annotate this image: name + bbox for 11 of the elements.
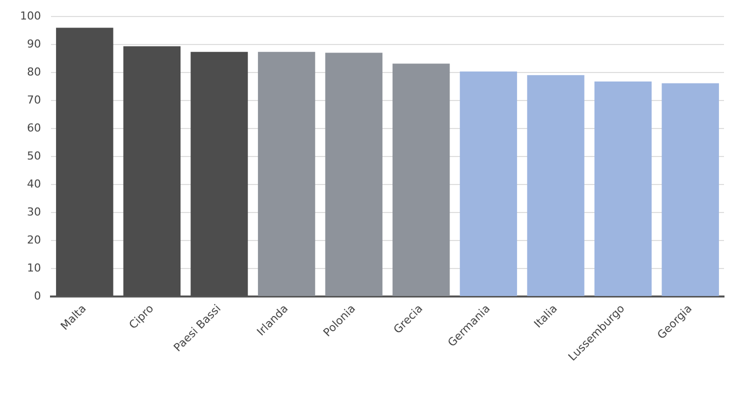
y-tick-label: 70 [26, 93, 41, 106]
y-tick-label: 20 [26, 233, 41, 246]
y-tick-label: 90 [26, 37, 41, 50]
y-tick-label: 100 [20, 9, 41, 22]
y-tick-label: 80 [26, 65, 41, 78]
y-tick-label: 60 [26, 121, 41, 134]
y-tick-label: 30 [26, 205, 41, 218]
y-tick-label: 50 [26, 149, 41, 162]
y-tick-label: 0 [34, 289, 41, 302]
y-tick-label: 40 [26, 177, 41, 190]
y-tick-label: 10 [26, 261, 41, 274]
